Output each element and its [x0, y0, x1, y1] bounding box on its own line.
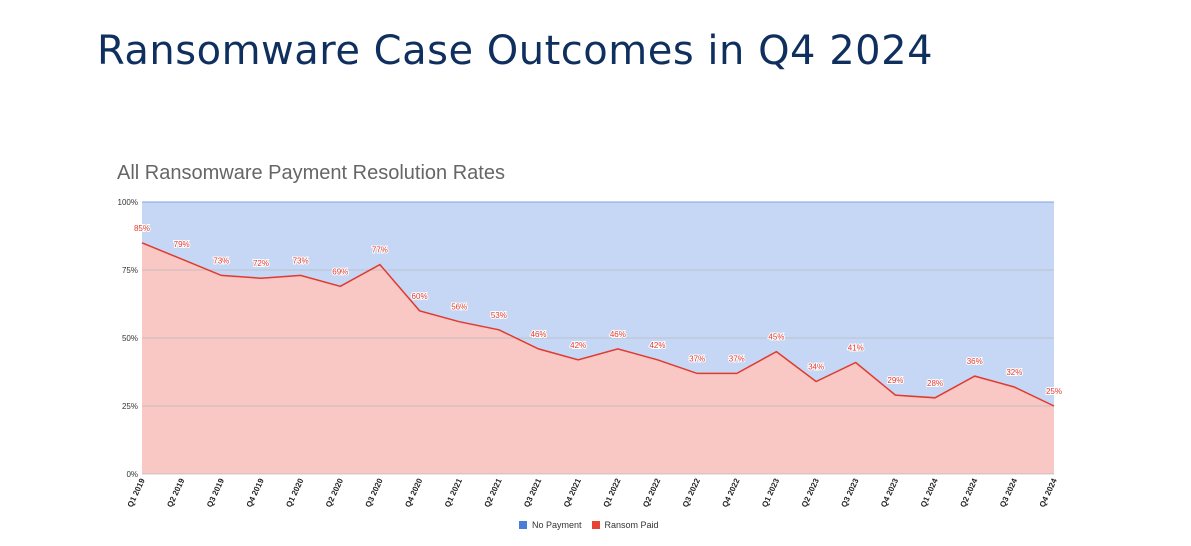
legend-item-no-payment[interactable]: No Payment [519, 520, 582, 530]
data-point[interactable] [576, 358, 580, 362]
data-point[interactable] [695, 371, 699, 375]
data-label: 85% [134, 224, 150, 233]
data-point[interactable] [180, 257, 184, 261]
legend-label-ransom-paid: Ransom Paid [604, 520, 659, 530]
data-point[interactable] [378, 263, 382, 267]
data-point[interactable] [933, 396, 937, 400]
x-tick-label: Q2 2023 [800, 477, 821, 509]
data-point[interactable] [418, 309, 422, 313]
x-tick-label: Q4 2019 [245, 477, 266, 509]
x-tick-label: Q1 2022 [602, 477, 623, 509]
data-label: 69% [332, 267, 348, 276]
x-tick-label: Q2 2019 [165, 477, 186, 509]
data-point[interactable] [814, 380, 818, 384]
data-label: 53% [491, 311, 507, 320]
x-tick-label: Q1 2024 [919, 477, 940, 509]
data-point[interactable] [338, 284, 342, 288]
chart-legend: No Payment Ransom Paid [519, 520, 659, 530]
data-label: 77% [372, 246, 388, 255]
x-tick-label: Q3 2020 [364, 477, 385, 509]
x-tick-label: Q1 2023 [760, 477, 781, 509]
data-label: 60% [412, 292, 428, 301]
x-tick-label: Q3 2022 [681, 477, 702, 509]
x-tick-label: Q2 2022 [641, 477, 662, 509]
data-point[interactable] [219, 273, 223, 277]
x-tick-label: Q1 2020 [284, 477, 305, 509]
y-tick-label: 0% [126, 470, 138, 479]
data-label: 79% [174, 240, 190, 249]
y-tick-label: 25% [122, 402, 138, 411]
data-label: 45% [768, 333, 784, 342]
data-label: 56% [451, 303, 467, 312]
legend-label-no-payment: No Payment [532, 520, 582, 530]
data-label: 72% [253, 259, 269, 268]
data-label: 41% [848, 343, 864, 352]
data-point[interactable] [1052, 404, 1056, 408]
data-point[interactable] [616, 347, 620, 351]
x-tick-label: Q4 2021 [562, 477, 583, 509]
legend-swatch-ransom-paid [591, 521, 600, 529]
data-point[interactable] [893, 393, 897, 397]
data-point[interactable] [655, 358, 659, 362]
data-label: 34% [808, 363, 824, 372]
x-tick-label: Q3 2019 [205, 477, 226, 509]
data-point[interactable] [537, 347, 541, 351]
data-point[interactable] [973, 374, 977, 378]
data-label: 42% [570, 341, 586, 350]
x-tick-label: Q2 2020 [324, 477, 345, 509]
legend-item-ransom-paid[interactable]: Ransom Paid [591, 520, 659, 530]
data-label: 28% [927, 379, 943, 388]
chart-title: All Ransomware Payment Resolution Rates [117, 162, 505, 184]
x-tick-label: Q4 2022 [720, 477, 741, 509]
data-label: 73% [213, 256, 229, 265]
line-ransom-paid [141, 242, 1055, 407]
area-ransom-paid [142, 242, 1054, 474]
data-point[interactable] [457, 320, 461, 324]
data-label: 73% [293, 256, 309, 265]
x-tick-label: Q2 2021 [483, 477, 504, 509]
y-tick-label: 75% [122, 266, 138, 275]
x-tick-label: Q1 2021 [443, 477, 464, 509]
page-title: Ransomware Case Outcomes in Q4 2024 [97, 28, 934, 74]
data-label: 42% [649, 341, 665, 350]
data-label: 37% [729, 354, 745, 363]
y-tick-label: 50% [122, 334, 138, 343]
data-point[interactable] [140, 241, 144, 245]
data-label: 32% [1006, 368, 1022, 377]
data-label: 25% [1046, 387, 1062, 396]
data-label: 29% [887, 376, 903, 385]
x-tick-label: Q1 2019 [126, 477, 147, 509]
x-tick-label: Q4 2024 [1038, 477, 1059, 509]
data-point[interactable] [259, 276, 263, 280]
x-tick-label: Q3 2021 [522, 477, 543, 509]
data-label: 46% [610, 330, 626, 339]
x-tick-label: Q4 2020 [403, 477, 424, 509]
y-tick-label: 100% [118, 198, 138, 207]
data-point[interactable] [735, 371, 739, 375]
x-tick-label: Q4 2023 [879, 477, 900, 509]
data-point[interactable] [1012, 385, 1016, 389]
data-point[interactable] [774, 350, 778, 354]
data-point[interactable] [299, 273, 303, 277]
x-tick-label: Q3 2023 [839, 477, 860, 509]
x-tick-label: Q3 2024 [998, 477, 1019, 509]
data-label: 46% [531, 330, 547, 339]
data-point[interactable] [854, 360, 858, 364]
data-label: 36% [967, 357, 983, 366]
legend-swatch-no-payment [519, 521, 527, 529]
data-label: 37% [689, 354, 705, 363]
x-tick-label: Q2 2024 [958, 477, 979, 509]
data-point[interactable] [497, 328, 501, 332]
